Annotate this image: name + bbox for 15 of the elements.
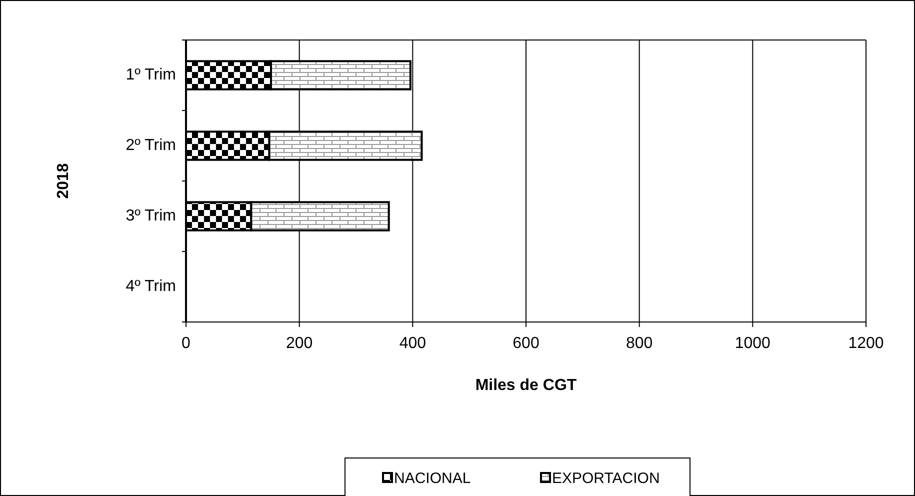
legend-label: EXPORTACION (552, 470, 660, 487)
y-tick-label: 1º Trim (126, 66, 176, 84)
x-tick-label: 200 (286, 335, 313, 352)
x-tick-label: 0 (182, 335, 191, 352)
x-tick-label: 600 (512, 335, 540, 352)
x-tick-label: 1200 (848, 335, 884, 352)
y-tick-label: 3º Trim (126, 207, 176, 224)
x-tick-label: 1000 (734, 335, 771, 352)
y-tick-label: 2º Trim (126, 136, 176, 154)
y-axis-title: 2018 (55, 163, 72, 199)
y-tick-label: 4º Trim (126, 278, 176, 295)
x-tick-label: 400 (399, 335, 426, 352)
x-tick-label: 800 (626, 335, 653, 352)
x-axis-title: Miles de CGT (475, 377, 577, 394)
legend-label: NACIONAL (394, 470, 471, 487)
